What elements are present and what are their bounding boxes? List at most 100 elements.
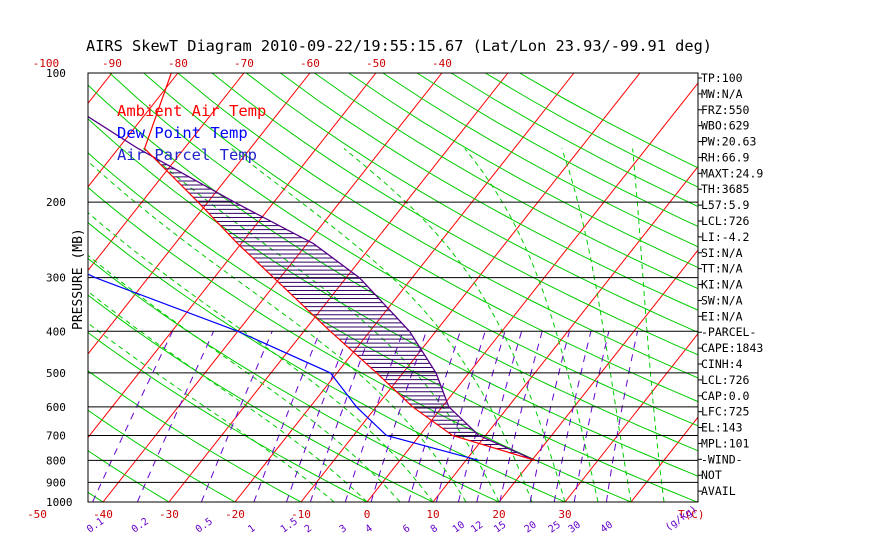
top-temp-tick-label: -100	[33, 57, 60, 70]
dry-adiabat-line	[143, 73, 698, 403]
plot-border	[87, 72, 699, 503]
legend-entry: Air Parcel Temp	[117, 146, 257, 164]
bottom-temp-tick-label: -50	[27, 508, 47, 521]
index-label: -WIND-	[701, 452, 743, 466]
dry-adiabat-line	[485, 73, 698, 188]
bottom-temp-tick-label: -40	[93, 508, 113, 521]
bottom-temp-tick-label: -30	[159, 508, 179, 521]
isotherm-line	[300, 73, 641, 502]
pressure-tick-label: 700	[46, 430, 66, 443]
index-label: LCL:726	[701, 214, 750, 228]
legend-entry: Ambient Air Temp	[117, 102, 266, 120]
index-label: LI:-4.2	[701, 230, 749, 244]
dry-adiabat-line	[314, 73, 698, 290]
isotherm-line	[630, 416, 698, 502]
index-label: TH:3685	[701, 182, 749, 196]
index-label: KI:N/A	[701, 278, 743, 292]
dry-adiabat-line	[88, 370, 302, 502]
mixing-ratio-line	[309, 331, 372, 502]
dry-adiabat-line	[88, 331, 368, 502]
mixing-ratio-label: 2	[303, 523, 314, 535]
bottom-temp-tick-label: -20	[225, 508, 245, 521]
top-temp-tick-label: -60	[300, 57, 320, 70]
mixing-ratio-label: 1	[246, 523, 257, 535]
dry-adiabat-line	[450, 73, 698, 208]
mixing-ratio-label: 15	[492, 520, 508, 536]
index-label: WBO:629	[701, 119, 750, 133]
plot-grid	[0, 73, 698, 502]
mixing-ratio-label: 4	[364, 523, 375, 535]
mixing-ratio-label: 0.2	[130, 516, 151, 535]
dry-adiabat-line	[88, 152, 698, 502]
pressure-tick-label: 100	[46, 67, 66, 80]
index-label: PW:20.63	[701, 135, 756, 149]
index-label: FRZ:550	[701, 103, 750, 117]
isotherm-line	[88, 73, 311, 355]
isotherm-line	[366, 82, 698, 502]
mixing-ratio-line	[370, 331, 427, 502]
isotherm-line	[88, 73, 245, 272]
mixing-ratio-line	[476, 331, 523, 502]
legend-entry: Dew Point Temp	[117, 124, 248, 142]
axis-labels: 1002003004005006007008009001000-120-110-…	[27, 57, 705, 536]
dry-adiabat-line	[88, 409, 236, 502]
dry-adiabat-line	[109, 73, 698, 427]
bottom-temp-tick-label: 0	[364, 508, 371, 521]
index-label: EL:143	[701, 421, 743, 435]
index-label: CAP:0.0	[701, 389, 750, 403]
pressure-tick-label: 800	[46, 454, 66, 467]
dry-adiabat-line	[280, 73, 698, 311]
dry-adiabat-line	[88, 257, 500, 502]
mixing-ratio-label: 20	[523, 520, 539, 536]
dry-adiabat-line	[177, 73, 698, 379]
pressure-tick-label: 200	[46, 196, 66, 209]
dry-adiabat-line	[88, 221, 566, 502]
isotherm-line	[102, 73, 443, 502]
pressure-tick-label: 300	[46, 272, 66, 285]
mixing-ratio-label: 10	[451, 520, 467, 536]
chart-title: AIRS SkewT Diagram 2010-09-22/19:55:15.6…	[86, 37, 712, 55]
dry-adiabat-line	[88, 450, 170, 502]
isotherm-line	[234, 73, 575, 502]
mixing-ratio-label: 40	[599, 520, 615, 536]
plot-frame	[87, 72, 699, 503]
dry-adiabat-line	[88, 84, 698, 452]
index-label: RH:66.9	[701, 150, 750, 164]
index-label: LFC:725	[701, 405, 749, 419]
index-label: L57:5.9	[701, 198, 750, 212]
pressure-tick-label: 500	[46, 367, 66, 380]
top-temp-tick-label: -80	[168, 57, 188, 70]
bottom-temp-tick-label: 20	[492, 508, 505, 521]
bottom-temp-tick-label: 30	[558, 508, 571, 521]
index-label: SI:N/A	[701, 246, 743, 260]
mixing-ratio-line	[344, 331, 404, 502]
mixing-ratio-line	[136, 331, 215, 502]
isotherm-line	[0, 73, 46, 502]
index-label: EI:N/A	[701, 309, 743, 323]
isotherm-line	[88, 73, 179, 188]
mixing-ratio-label: 30	[567, 520, 583, 536]
bottom-temp-tick-label: 10	[426, 508, 439, 521]
index-label: TT:N/A	[701, 262, 743, 276]
pressure-tick-label: 900	[46, 476, 66, 489]
index-label: MAXT:24.9	[701, 166, 763, 180]
legend: Ambient Air Temp Dew Point Temp Air Parcel…	[117, 102, 266, 164]
dry-adiabat-line	[245, 73, 698, 333]
pressure-tick-label: 1000	[46, 496, 73, 509]
mixing-ratio-line	[253, 331, 321, 502]
index-label: -PARCEL-	[701, 325, 756, 339]
moist-adiabat-line	[88, 290, 368, 502]
moist-adiabat-line	[88, 160, 467, 502]
dry-adiabat-line	[211, 73, 698, 356]
moist-adiabat-line	[231, 148, 533, 502]
index-label: CAPE:1843	[701, 341, 763, 355]
temp-unit-label: T(C)	[678, 508, 705, 521]
isotherm-line	[564, 332, 698, 502]
index-label: NOT	[701, 468, 722, 482]
air-parcel-line	[88, 115, 536, 461]
isotherm-line	[88, 73, 377, 439]
top-temp-tick-label: -50	[366, 57, 386, 70]
mixing-ratio-label: 12	[469, 520, 485, 536]
pressure-tick-label: 400	[46, 325, 66, 338]
